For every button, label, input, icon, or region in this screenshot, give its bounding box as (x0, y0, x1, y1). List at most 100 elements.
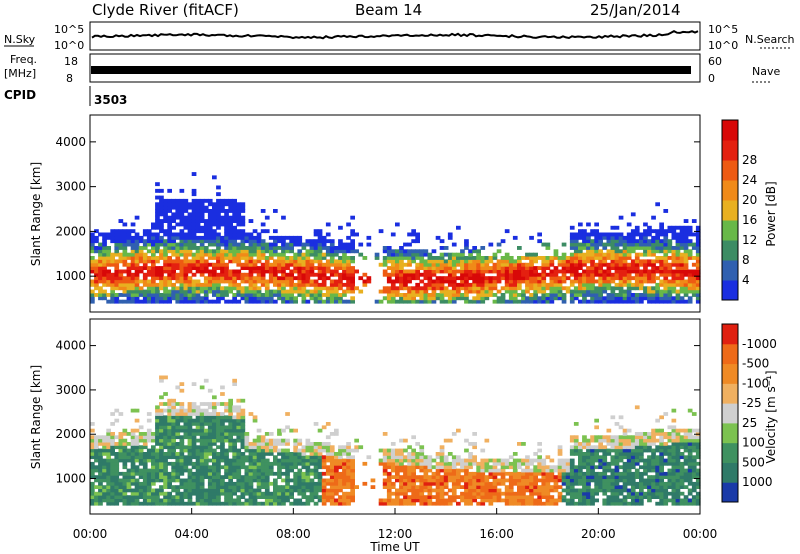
power-data-cell (529, 276, 534, 281)
velocity-data-cell (403, 455, 408, 460)
power-data-cell (171, 235, 176, 240)
velocity-data-cell (549, 498, 555, 503)
power-data-cell (423, 252, 429, 257)
velocity-data-cell (464, 468, 469, 473)
power-data-cell (382, 289, 388, 294)
power-data-cell (358, 252, 364, 257)
power-data-cell (561, 293, 567, 297)
velocity-data-cell (411, 455, 416, 460)
power-data-cell (195, 219, 201, 223)
velocity-data-cell (573, 488, 579, 493)
power-data-cell (179, 229, 185, 234)
power-data-cell (301, 256, 307, 260)
velocity-data-cell (488, 495, 494, 499)
power-data-cell (171, 205, 176, 210)
power-data-cell (329, 282, 335, 287)
power-data-cell (594, 222, 599, 227)
power-data-cell (395, 299, 400, 304)
power-data-cell (342, 256, 347, 260)
power-data-cell (216, 276, 221, 281)
power-data-cell (212, 276, 217, 281)
velocity-data-cell (199, 478, 205, 483)
power-data-cell (594, 256, 599, 260)
power-data-cell (679, 272, 685, 277)
power-data-cell (614, 242, 620, 247)
velocity-data-cell (435, 491, 441, 496)
power-data-cell (114, 276, 120, 281)
velocity-data-cell (492, 488, 498, 493)
velocity-data-cell (309, 485, 315, 489)
power-data-cell (395, 256, 400, 260)
power-data-cell (146, 266, 152, 270)
velocity-data-cell (606, 448, 612, 453)
power-data-cell (687, 276, 693, 281)
velocity-data-cell (216, 481, 221, 486)
power-data-cell (663, 293, 669, 297)
velocity-data-cell (460, 491, 465, 496)
power-data-cell (419, 272, 425, 277)
velocity-data-cell (293, 455, 298, 460)
noise-right-tick-bottom: 10^0 (708, 39, 738, 52)
velocity-data-cell (244, 481, 250, 486)
power-data-cell (256, 293, 262, 297)
power-data-cell (171, 239, 176, 244)
velocity-data-cell (183, 418, 189, 423)
velocity-data-cell (415, 498, 420, 503)
velocity-data-cell (142, 495, 148, 499)
power-data-cell (134, 239, 140, 244)
power-data-cell (191, 188, 197, 193)
power-data-cell (382, 296, 388, 301)
velocity-data-cell (468, 458, 473, 463)
power-data-cell (203, 219, 209, 223)
power-data-cell (203, 198, 209, 203)
velocity-data-cell (260, 468, 266, 473)
power-data-cell (122, 246, 128, 250)
power-data-cell (663, 262, 669, 267)
power-data-cell (329, 259, 335, 264)
power-data-cell (496, 296, 502, 301)
velocity-data-cell (171, 452, 176, 456)
power-data-cell (90, 259, 95, 264)
velocity-data-cell (573, 495, 579, 499)
power-data-cell (179, 252, 185, 257)
velocity-data-cell (578, 481, 583, 486)
power-data-cell (317, 232, 323, 237)
velocity-data-cell (342, 452, 347, 456)
power-data-cell (106, 249, 111, 254)
velocity-data-cell (167, 398, 172, 403)
power-data-cell (212, 279, 217, 284)
power-data-cell (191, 215, 197, 220)
velocity-data-cell (598, 435, 603, 440)
power-data-cell (671, 249, 677, 254)
power-data-cell (236, 286, 242, 291)
power-data-cell (240, 232, 246, 237)
power-data-cell (508, 259, 514, 264)
power-data-cell (435, 276, 441, 281)
power-data-cell (248, 269, 254, 274)
power-data-cell (207, 235, 213, 240)
velocity-data-cell (370, 478, 376, 483)
power-data-cell (207, 212, 213, 217)
velocity-data-cell (508, 475, 514, 479)
power-data-cell (598, 259, 603, 264)
power-data-cell (460, 256, 465, 260)
velocity-data-cell (521, 488, 526, 493)
velocity-data-cell (545, 478, 551, 483)
velocity-data-cell (517, 501, 522, 506)
power-data-cell (289, 269, 294, 274)
velocity-data-cell (289, 478, 294, 483)
power-data-cell (175, 215, 181, 220)
power-data-cell (476, 272, 481, 277)
power-data-cell (106, 272, 111, 277)
power-data-cell (228, 225, 233, 230)
power-data-cell (529, 286, 534, 291)
velocity-data-cell (472, 498, 477, 503)
velocity-data-cell (187, 425, 193, 430)
velocity-data-cell (622, 442, 628, 446)
power-data-cell (309, 282, 315, 287)
velocity-data-cell (159, 402, 164, 406)
velocity-data-cell (557, 495, 563, 499)
velocity-data-cell (171, 418, 176, 423)
velocity-data-cell (504, 495, 510, 499)
power-data-cell (329, 286, 335, 291)
